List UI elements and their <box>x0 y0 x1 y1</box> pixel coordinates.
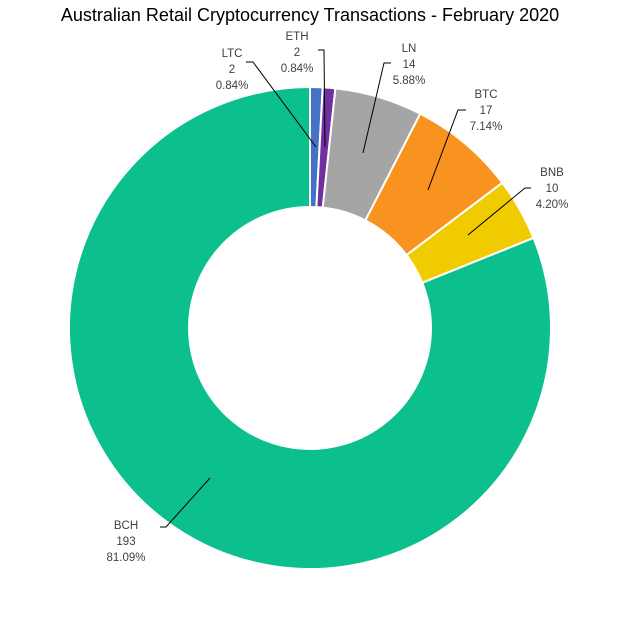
data-label-btc: BTC 17 7.14% <box>461 87 511 135</box>
leader-line-btc <box>427 109 466 191</box>
data-label-value: 17 <box>479 105 493 117</box>
leader-line-bch <box>160 477 211 528</box>
data-label-percent: 0.84% <box>215 80 249 92</box>
data-label-eth: ETH 2 0.84% <box>272 29 322 77</box>
data-label-percent: 5.88% <box>392 75 426 87</box>
data-label-ln: LN 14 5.88% <box>384 41 434 89</box>
leader-line-eth <box>318 49 326 148</box>
data-label-label: BTC <box>474 89 498 101</box>
data-label-label: LTC <box>221 48 243 60</box>
data-label-bch: BCH 193 81.09% <box>101 518 151 566</box>
data-label-value: 2 <box>228 64 236 76</box>
leader-line-bnb <box>467 187 531 236</box>
leader-line-ltc <box>246 61 317 148</box>
data-label-value: 193 <box>116 536 136 548</box>
chart-title: Australian Retail Cryptocurrency Transac… <box>60 5 560 25</box>
data-label-value: 14 <box>402 59 416 71</box>
data-label-label: LN <box>401 43 417 55</box>
data-label-value: 10 <box>545 183 559 195</box>
data-label-value: 2 <box>293 47 301 59</box>
leader-line-ln <box>362 62 391 154</box>
data-label-label: BNB <box>540 167 564 179</box>
data-label-percent: 7.14% <box>469 121 503 133</box>
data-label-label: ETH <box>285 31 309 43</box>
data-label-percent: 0.84% <box>280 63 314 75</box>
data-label-label: BCH <box>113 520 139 532</box>
data-label-percent: 81.09% <box>106 552 146 564</box>
data-label-ltc: LTC 2 0.84% <box>207 46 257 94</box>
data-label-percent: 4.20% <box>535 199 569 211</box>
data-label-bnb: BNB 10 4.20% <box>527 165 577 213</box>
slice-bch <box>68 85 552 570</box>
